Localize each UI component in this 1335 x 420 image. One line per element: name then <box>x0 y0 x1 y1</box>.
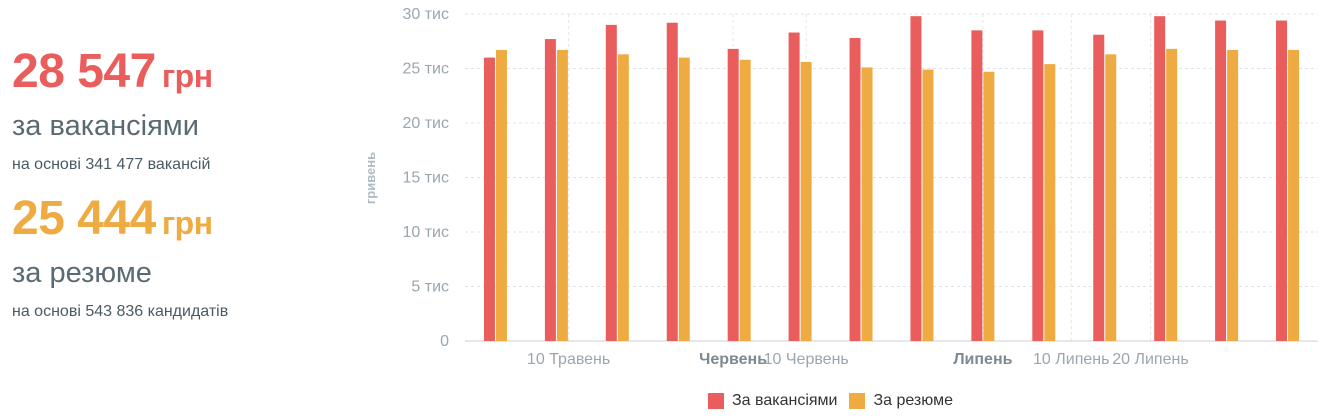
x-tick-label: 10 Травень <box>527 351 610 368</box>
x-tick-label: Липень <box>953 351 1012 368</box>
vacancies-label: за вакансіями <box>12 110 199 142</box>
bar-vacancies[interactable] <box>483 57 495 341</box>
bar-vacancies[interactable] <box>1215 20 1227 341</box>
legend-label-vacancies: За вакансіями <box>732 392 838 409</box>
bar-vacancies[interactable] <box>910 16 922 342</box>
bar-vacancies[interactable] <box>1032 30 1044 341</box>
resumes-stat: 25 444 грн за резюме на основі 543 836 ка… <box>12 195 342 320</box>
bar-resumes[interactable] <box>1166 48 1178 341</box>
resumes-sub: на основі 543 836 кандидатів <box>12 303 229 320</box>
resumes-label: за резюме <box>12 257 152 289</box>
salary-stats: 28 547 грн за вакансіями на основі 341 47… <box>12 48 342 320</box>
vacancies-currency: грн <box>161 58 213 94</box>
x-tick-label: 20 Липень <box>1112 351 1188 368</box>
bar-resumes[interactable] <box>1288 49 1300 341</box>
legend-swatch-resumes <box>849 393 866 409</box>
bar-vacancies[interactable] <box>849 37 861 341</box>
bar-resumes[interactable] <box>1105 54 1117 342</box>
vacancies-stat: 28 547 грн за вакансіями на основі 341 47… <box>12 48 342 173</box>
x-tick-label: 10 Липень <box>1033 351 1109 368</box>
bar-vacancies[interactable] <box>1276 20 1288 341</box>
bar-vacancies[interactable] <box>544 39 556 341</box>
bar-vacancies[interactable] <box>1154 16 1166 342</box>
y-axis: 0 5 тис 10 тис 15 тис 20 тис 25 тис 30 тис <box>402 6 449 350</box>
bar-vacancies[interactable] <box>788 32 800 341</box>
bar-vacancies[interactable] <box>1093 34 1105 342</box>
bar-resumes[interactable] <box>800 61 812 342</box>
bar-vacancies[interactable] <box>605 24 617 342</box>
bar-resumes[interactable] <box>983 71 995 342</box>
vacancies-amount-value: 28 547 <box>12 45 156 98</box>
resumes-amount: 25 444 грн <box>12 195 342 243</box>
vacancies-amount: 28 547 грн <box>12 48 342 96</box>
bar-resumes[interactable] <box>922 69 934 341</box>
x-tick-label: Червень <box>699 351 767 368</box>
y-tick-label: 25 тис <box>402 61 449 78</box>
legend-swatch-vacancies <box>708 393 724 409</box>
legend-item-vacancies[interactable]: За вакансіями <box>708 392 837 410</box>
chart-bars <box>483 16 1300 342</box>
vacancies-sub: на основі 341 477 вакансій <box>12 156 211 173</box>
y-axis-label: гривень <box>363 152 378 204</box>
bar-resumes[interactable] <box>617 54 629 342</box>
bar-resumes[interactable] <box>495 49 507 341</box>
bar-resumes[interactable] <box>861 67 873 341</box>
bar-vacancies[interactable] <box>666 22 678 341</box>
bar-resumes[interactable] <box>678 57 690 341</box>
legend-label-resumes: За резюме <box>873 392 953 409</box>
x-tick-label: 10 Червень <box>764 351 849 368</box>
bar-resumes[interactable] <box>556 49 568 341</box>
y-tick-label: 10 тис <box>402 224 449 241</box>
legend-item-resumes[interactable]: За резюме <box>849 392 953 410</box>
y-tick-label: 20 тис <box>402 115 449 132</box>
bar-resumes[interactable] <box>1044 64 1056 341</box>
resumes-currency: грн <box>161 205 213 241</box>
bar-resumes[interactable] <box>1227 49 1239 341</box>
chart-legend: За вакансіями За резюме <box>708 392 965 410</box>
y-tick-label: 30 тис <box>402 6 449 23</box>
resumes-amount-value: 25 444 <box>12 192 156 245</box>
y-tick-label: 15 тис <box>402 170 449 187</box>
chart-grid <box>465 13 1318 341</box>
y-tick-label: 5 тис <box>411 279 449 296</box>
bar-vacancies[interactable] <box>727 48 739 341</box>
bar-resumes[interactable] <box>739 59 751 341</box>
bar-vacancies[interactable] <box>971 30 983 341</box>
y-tick-label: 0 <box>440 333 449 350</box>
